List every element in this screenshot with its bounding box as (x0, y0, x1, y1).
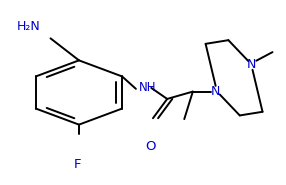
Text: H₂N: H₂N (16, 20, 40, 33)
Text: N: N (211, 85, 220, 98)
Text: O: O (145, 140, 155, 153)
Text: N: N (247, 58, 256, 70)
Text: F: F (74, 158, 81, 171)
Text: NH: NH (139, 81, 156, 94)
